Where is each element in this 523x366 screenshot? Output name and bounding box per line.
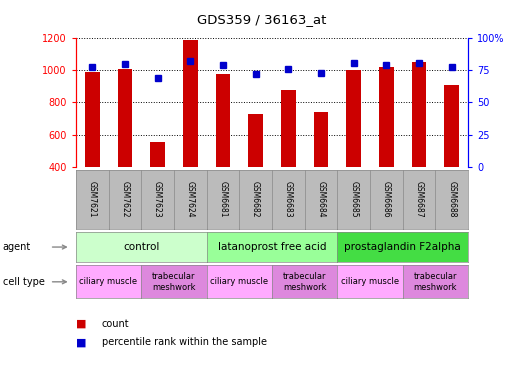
Text: ciliary muscle: ciliary muscle	[210, 277, 268, 286]
Text: ciliary muscle: ciliary muscle	[341, 277, 399, 286]
Bar	[248, 114, 263, 167]
Bar	[314, 112, 328, 167]
Bar	[85, 72, 99, 167]
Text: percentile rank within the sample: percentile rank within the sample	[102, 337, 267, 347]
Text: latanoprost free acid: latanoprost free acid	[218, 242, 326, 252]
Text: GSM6686: GSM6686	[382, 181, 391, 218]
Text: trabecular
meshwork: trabecular meshwork	[414, 272, 457, 292]
Bar	[183, 40, 198, 167]
Bar	[215, 74, 230, 167]
Bar	[150, 142, 165, 167]
Bar	[346, 70, 361, 167]
Text: GSM6685: GSM6685	[349, 181, 358, 218]
Text: GSM7623: GSM7623	[153, 181, 162, 218]
Text: control: control	[123, 242, 160, 252]
Text: GSM6684: GSM6684	[316, 181, 325, 218]
Bar	[379, 67, 394, 167]
Text: agent: agent	[3, 242, 31, 252]
Bar	[281, 90, 295, 167]
Text: GSM7621: GSM7621	[88, 181, 97, 218]
Text: trabecular
meshwork: trabecular meshwork	[283, 272, 326, 292]
Bar	[118, 69, 132, 167]
Text: prostaglandin F2alpha: prostaglandin F2alpha	[344, 242, 461, 252]
Text: GSM6687: GSM6687	[415, 181, 424, 218]
Text: trabecular
meshwork: trabecular meshwork	[152, 272, 196, 292]
Bar	[412, 63, 426, 167]
Bar	[445, 85, 459, 167]
Text: ciliary muscle: ciliary muscle	[79, 277, 138, 286]
Text: GSM7622: GSM7622	[120, 181, 129, 218]
Text: GSM7624: GSM7624	[186, 181, 195, 218]
Text: GSM6683: GSM6683	[284, 181, 293, 218]
Text: ■: ■	[76, 319, 86, 329]
Text: count: count	[102, 319, 130, 329]
Text: GSM6682: GSM6682	[251, 181, 260, 218]
Text: cell type: cell type	[3, 277, 44, 287]
Text: GDS359 / 36163_at: GDS359 / 36163_at	[197, 13, 326, 26]
Text: GSM6688: GSM6688	[447, 181, 456, 218]
Text: GSM6681: GSM6681	[219, 181, 228, 218]
Text: ■: ■	[76, 337, 86, 347]
